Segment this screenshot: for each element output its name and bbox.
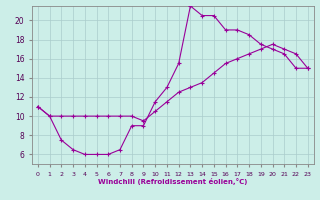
X-axis label: Windchill (Refroidissement éolien,°C): Windchill (Refroidissement éolien,°C) <box>98 178 247 185</box>
